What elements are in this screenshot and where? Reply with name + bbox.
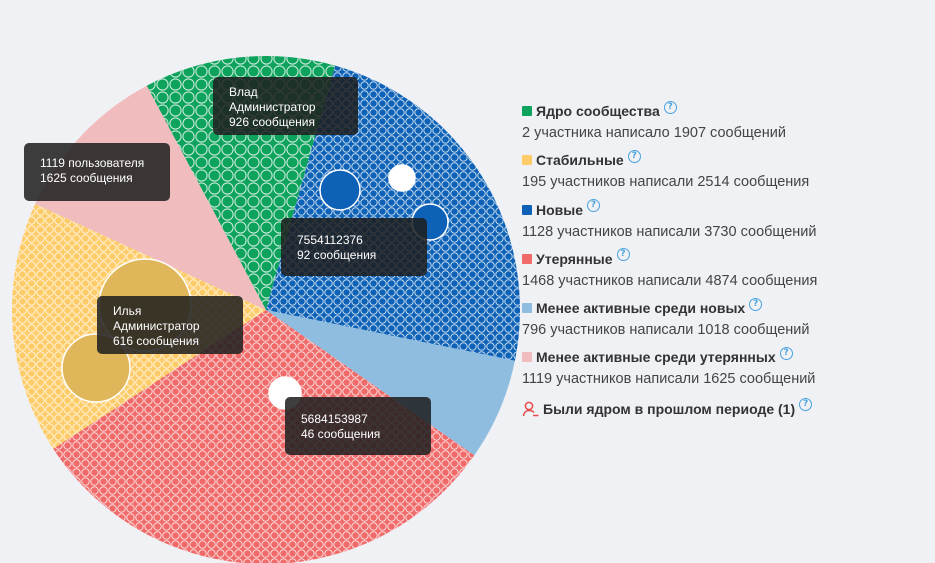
legend-desc: 1468 участников написали 4874 сообщения (522, 272, 818, 289)
help-icon[interactable]: ? (749, 297, 763, 311)
legend-item-core[interactable]: Ядро сообщества? 2 участника написало 19… (522, 100, 922, 149)
legend-title: Ядро сообщества (536, 103, 660, 119)
help-icon[interactable]: ? (663, 100, 677, 114)
legend-item-lost[interactable]: Утерянные? 1468 участников написали 4874… (522, 248, 922, 297)
legend-item-less-active-lost[interactable]: Менее активные среди утерянных? 1119 уча… (522, 346, 922, 395)
legend-desc: 2 участника написало 1907 сообщений (522, 125, 786, 141)
former-core-link[interactable]: Были ядром в прошлом периоде (1) ? (522, 398, 922, 418)
tooltip-ilya-name: Илья (113, 304, 142, 318)
legend-title: Новые (536, 201, 584, 218)
legend-swatch (522, 352, 532, 363)
legend-title: Менее активные среди новых (536, 300, 746, 317)
help-icon[interactable]: ? (799, 398, 813, 412)
help-icon[interactable]: ? (616, 248, 630, 262)
tooltip-user-7554112376: 7554112376 92 сообщения (281, 218, 427, 276)
tooltip-user-messages: 46 сообщения (301, 427, 381, 441)
legend-title: Стабильные (536, 152, 624, 169)
chart-legend: Ядро сообщества? 2 участника написало 19… (522, 100, 922, 418)
legend-title: Менее активные среди утерянных (536, 349, 776, 366)
legend-swatch (522, 106, 532, 116)
former-core-label: Были ядром в прошлом периоде (1) (543, 400, 796, 417)
help-icon[interactable]: ? (779, 346, 793, 360)
legend-swatch (522, 155, 532, 166)
legend-desc: 195 участников написали 2514 сообщения (522, 174, 810, 191)
legend-swatch (522, 303, 532, 314)
help-icon[interactable]: ? (627, 149, 641, 163)
legend-swatch (522, 253, 532, 264)
legend-item-stable[interactable]: Стабильные? 195 участников написали 2514… (522, 149, 922, 198)
member-bubble[interactable] (319, 169, 361, 211)
tooltip-users: 1119 пользователя 1625 сообщения (24, 143, 170, 201)
help-icon[interactable]: ? (587, 199, 601, 213)
legend-swatch (522, 204, 532, 215)
member-bubble[interactable] (388, 164, 416, 192)
tooltip-ilya-role: Администратор (113, 319, 200, 333)
tooltip-vlad: Влад Администратор 926 сообщения (213, 77, 358, 135)
tooltip-user-id: 7554112376 (297, 233, 363, 247)
tooltip-users-messages: 1625 сообщения (40, 171, 133, 185)
tooltip-vlad-role: Администратор (229, 100, 316, 114)
legend-desc: 1119 участников написали 1625 сообщений (522, 371, 816, 388)
legend-desc: 796 участников написали 1018 сообщений (522, 322, 810, 339)
tooltip-users-count: 1119 пользователя (40, 156, 145, 170)
tooltip-user-messages: 92 сообщения (297, 248, 377, 262)
legend-item-less-active-new[interactable]: Менее активные среди новых? 796 участник… (522, 297, 922, 346)
users-minus-icon (522, 401, 539, 417)
tooltip-user-5684153987: 5684153987 46 сообщения (285, 397, 431, 455)
tooltip-ilya: Илья Администратор 616 сообщения (97, 296, 243, 354)
tooltip-user-id: 5684153987 (301, 412, 368, 426)
legend-item-new[interactable]: Новые? 1128 участников написали 3730 соо… (522, 199, 922, 248)
tooltip-ilya-count: 616 сообщения (113, 334, 199, 348)
tooltip-vlad-count: 926 сообщения (229, 115, 315, 129)
legend-desc: 1128 участников написали 3730 сообщений (522, 223, 817, 240)
tooltip-vlad-name: Влад (229, 85, 258, 99)
legend-title: Утерянные (536, 250, 613, 267)
